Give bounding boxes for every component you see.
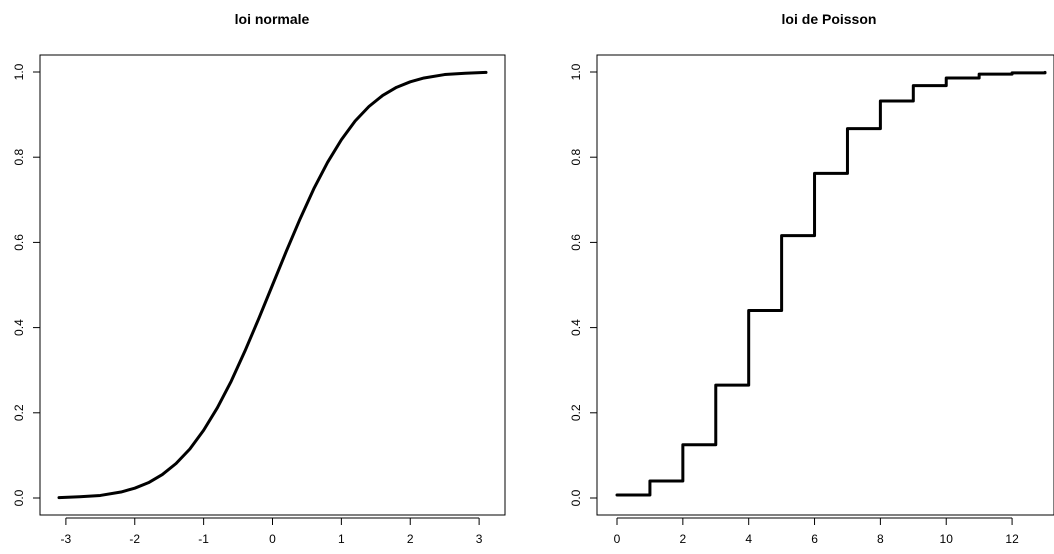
y-axis-normal: 0.0 0.2 0.4 0.6 0.8 1.0: [12, 63, 41, 506]
x-tick-label-poisson: 10: [940, 532, 954, 546]
y-tick-label-normal: 0.0: [12, 489, 26, 506]
chart-normal: loi normale -3 -2 -1 0 1 2 3 0.0 0.2 0.4 0.6 0.8 1.…: [12, 11, 506, 546]
chart-title-poisson: loi de Poisson: [782, 11, 877, 27]
plot-frame-poisson: [596, 54, 1054, 516]
y-tick-label-poisson: 1.0: [569, 63, 583, 80]
y-axis-poisson: 0.0 0.2 0.4 0.6 0.8 1.0: [569, 63, 598, 506]
series-line-normal: [57, 70, 488, 500]
y-tick-label-poisson: 0.8: [569, 149, 583, 166]
series-line-poisson: [615, 70, 1047, 497]
chart-title-normal: loi normale: [235, 11, 310, 27]
y-tick-label-normal: 0.6: [12, 234, 26, 251]
y-tick-label-normal: 0.2: [12, 404, 26, 421]
y-tick-label-poisson: 0.0: [569, 489, 583, 506]
y-tick-label-poisson: 0.6: [569, 234, 583, 251]
x-tick-label-normal: -2: [129, 532, 140, 546]
series-normal: [57, 70, 488, 500]
y-tick-label-poisson: 0.4: [569, 319, 583, 336]
y-tick-label-poisson: 0.2: [569, 404, 583, 421]
x-tick-label-normal: 3: [476, 532, 483, 546]
y-tick-label-normal: 0.4: [12, 319, 26, 336]
y-tick-label-normal: 0.8: [12, 149, 26, 166]
x-tick-label-poisson: 2: [680, 532, 687, 546]
x-tick-label-poisson: 0: [614, 532, 621, 546]
x-axis-normal: -3 -2 -1 0 1 2 3: [61, 517, 483, 546]
x-tick-label-poisson: 12: [1005, 532, 1019, 546]
x-tick-label-normal: 2: [407, 532, 414, 546]
series-poisson: [615, 70, 1047, 497]
x-tick-label-normal: -3: [61, 532, 72, 546]
x-tick-label-poisson: 8: [877, 532, 884, 546]
x-axis-poisson: 0 2 4 6 8 10 12: [614, 517, 1019, 546]
y-tick-label-normal: 1.0: [12, 63, 26, 80]
x-tick-label-normal: -1: [198, 532, 209, 546]
x-tick-label-normal: 1: [338, 532, 345, 546]
x-tick-label-poisson: 6: [811, 532, 818, 546]
x-tick-label-normal: 0: [269, 532, 276, 546]
x-tick-label-poisson: 4: [745, 532, 752, 546]
chart-poisson: loi de Poisson 0 2 4 6 8 10 12 0.0 0.2 0.4 0.6 0.8…: [569, 11, 1054, 546]
